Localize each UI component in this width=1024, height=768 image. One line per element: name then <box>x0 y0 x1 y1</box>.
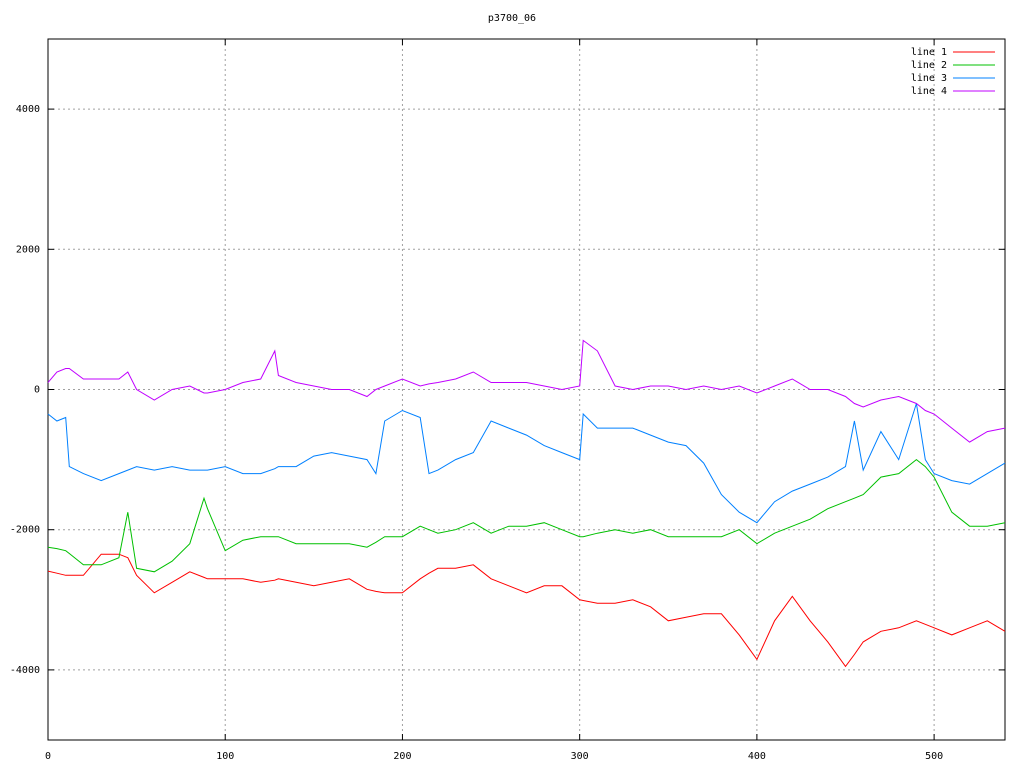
x-tick-label: 200 <box>393 751 411 762</box>
y-tick-label: 0 <box>34 385 40 396</box>
y-tick-label: -2000 <box>10 525 40 536</box>
x-tick-label: 0 <box>45 751 51 762</box>
y-tick-label: 4000 <box>16 104 40 115</box>
legend-label: line 3 <box>911 73 947 84</box>
series-line <box>47 403 1006 524</box>
x-tick-label: 300 <box>571 751 589 762</box>
legend-label: line 2 <box>911 60 947 71</box>
series-line <box>47 339 1006 443</box>
legend-label: line 1 <box>911 47 947 58</box>
y-tick-label: 2000 <box>16 244 40 255</box>
x-tick-label: 100 <box>216 751 234 762</box>
plot-frame <box>47 38 1006 741</box>
chart-title: p3700_06 <box>488 13 536 24</box>
series-line <box>47 553 1006 668</box>
legend-label: line 4 <box>911 86 947 97</box>
series-line <box>47 458 1006 573</box>
x-tick-label: 500 <box>925 751 943 762</box>
y-tick-label: -4000 <box>10 665 40 676</box>
x-tick-label: 400 <box>748 751 766 762</box>
